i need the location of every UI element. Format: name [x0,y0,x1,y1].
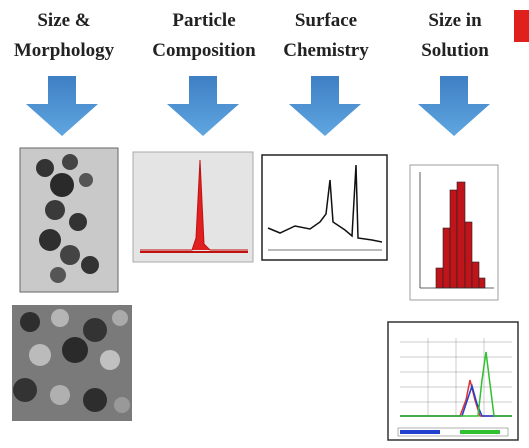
header-line: Morphology [14,40,115,61]
arrow [167,76,239,136]
arrow [289,76,361,136]
ir-spectrum-thumbnail [261,154,388,261]
histogram-thumbnail [409,164,499,301]
header-line: Solution [421,40,489,61]
header-line: Composition [152,40,256,61]
header-line: Surface [295,10,357,31]
header-line: Particle [172,10,235,31]
tem-image [12,305,132,421]
arrows [26,76,490,136]
arrow [26,76,98,136]
header-line: Chemistry [283,40,369,61]
headers: Size & Morphology Particle Composition S… [14,10,489,61]
header-line: Size & [37,10,90,31]
red-tab [514,10,529,42]
tem-image [19,147,119,293]
spectrum-thumbnail [132,151,254,263]
dls-thumbnail [387,321,519,441]
arrow [418,76,490,136]
header-line: Size in [428,10,482,31]
